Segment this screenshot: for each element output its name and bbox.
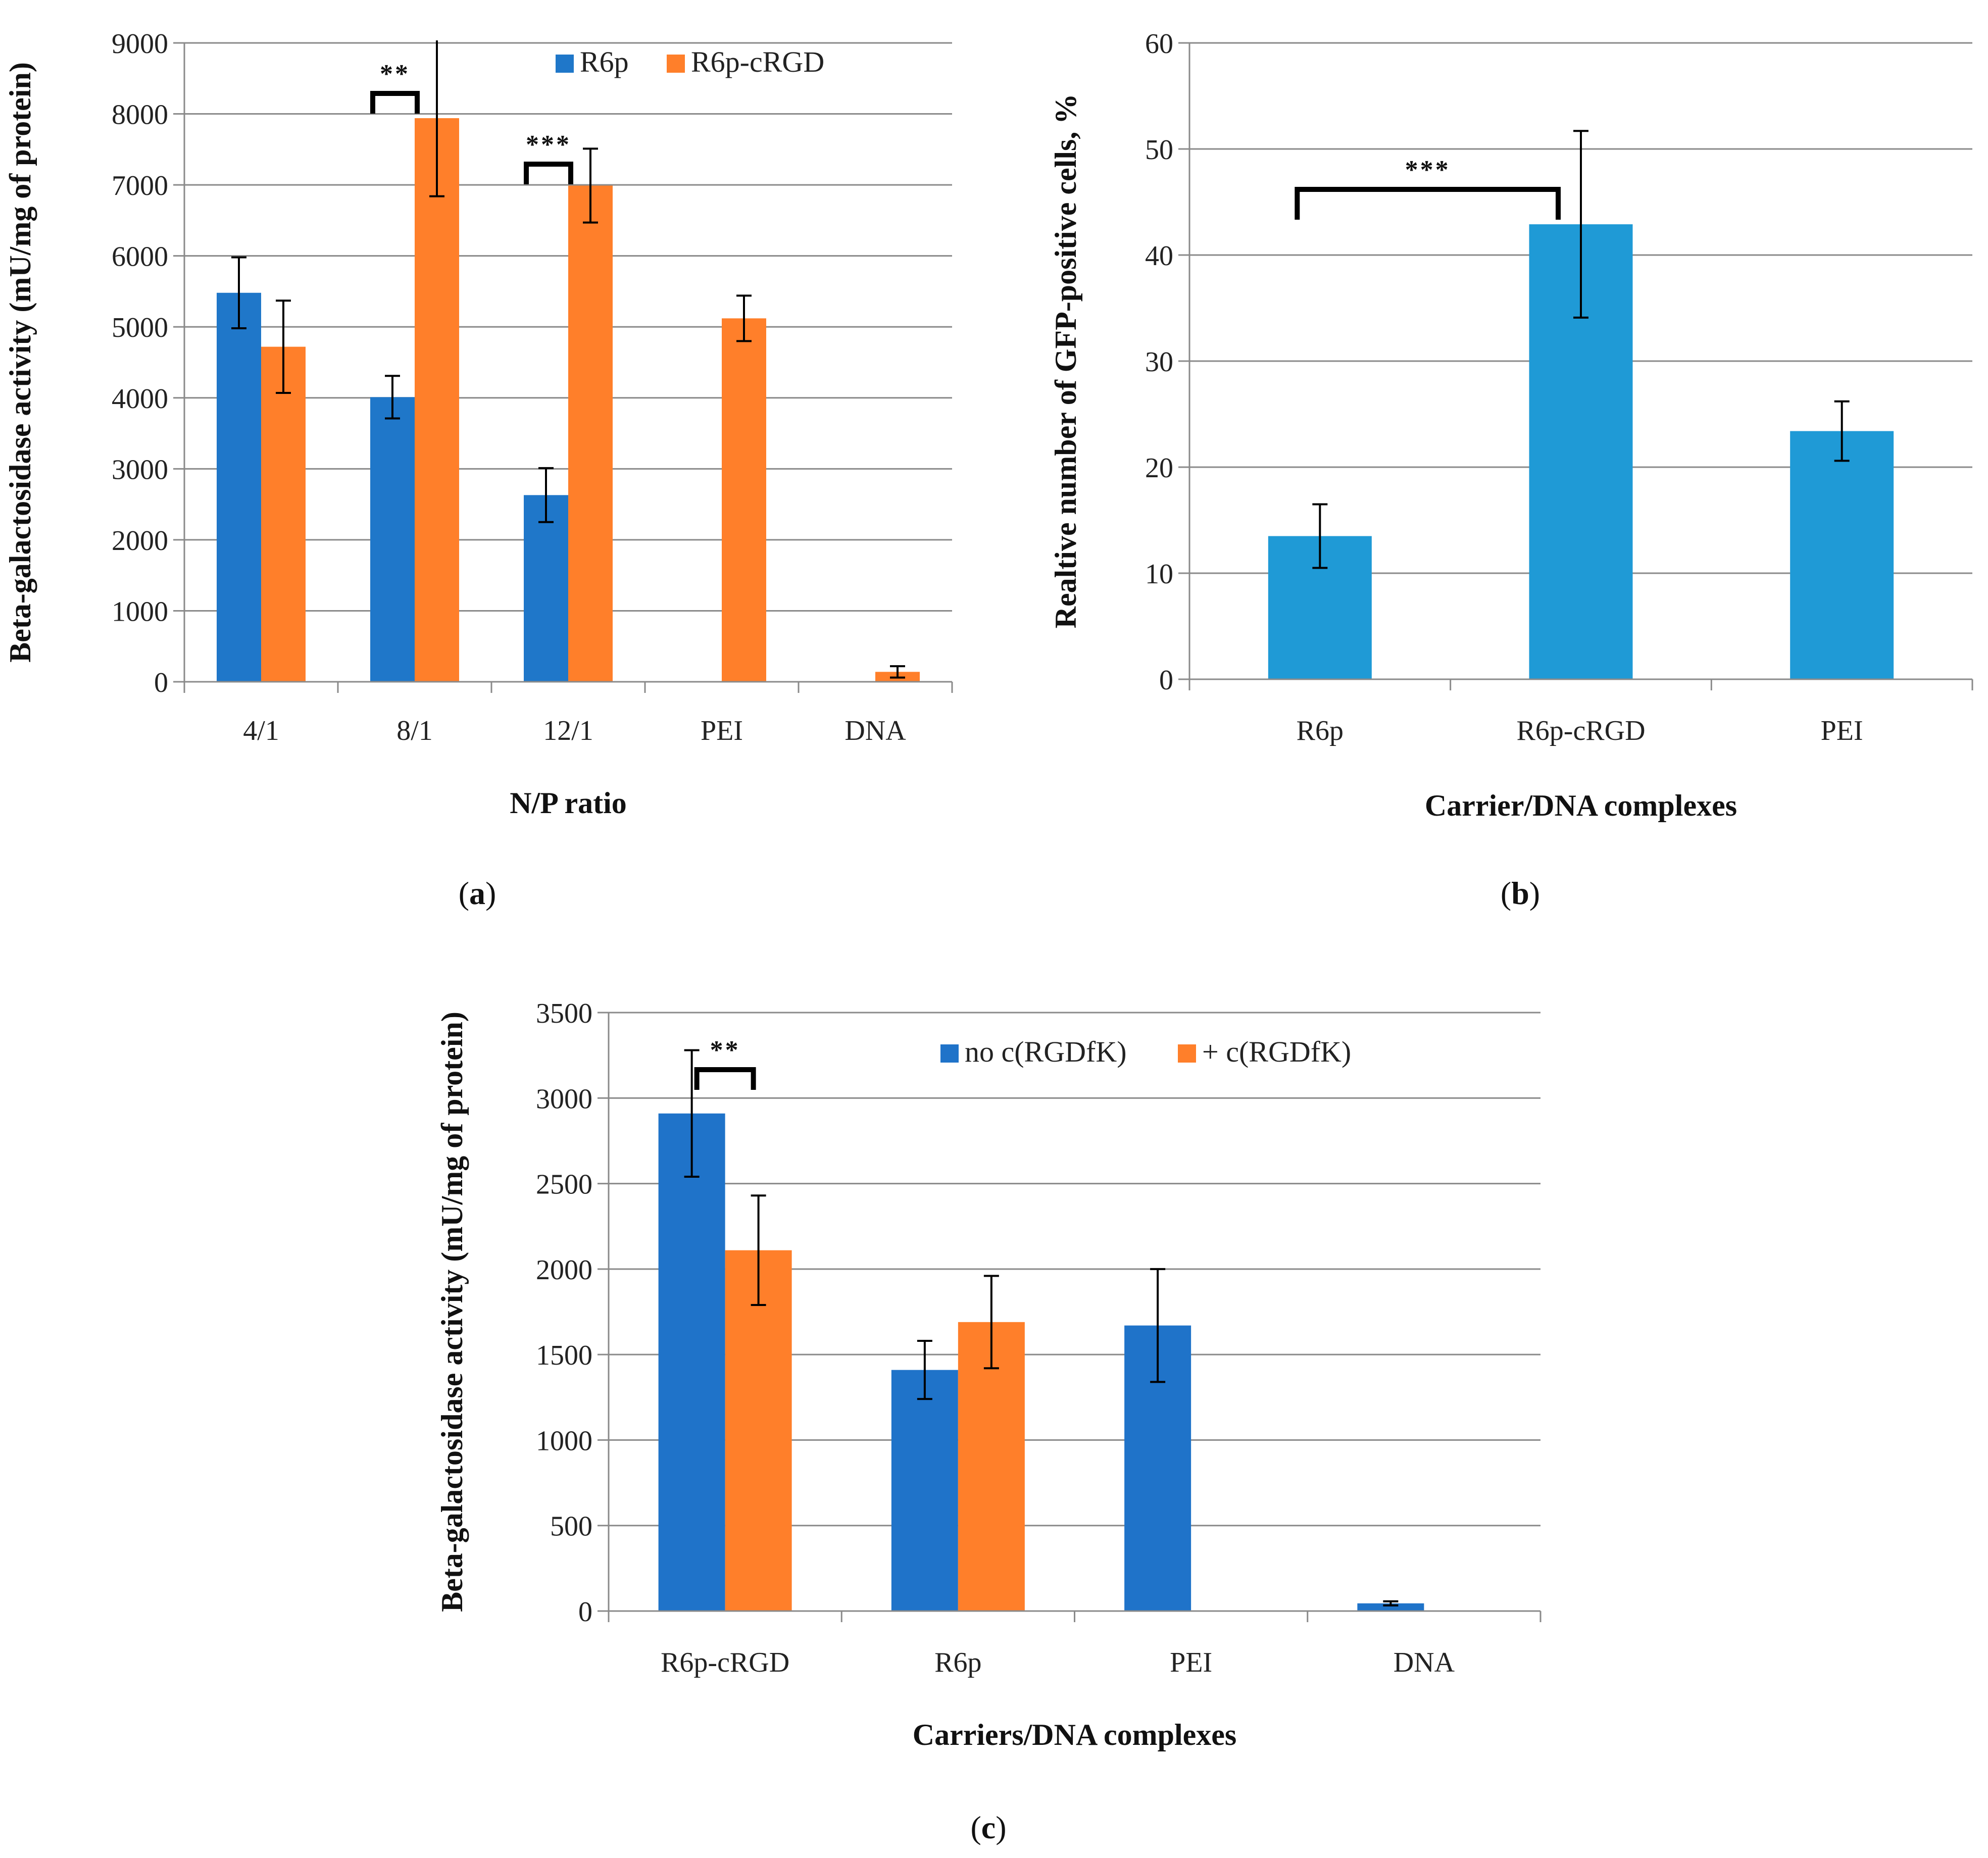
significance-label: ** xyxy=(380,60,410,88)
x-axis-title: Carriers/DNA complexes xyxy=(913,1718,1236,1751)
chart-a: 0 1000 2000 3000 4000 5000 6000 7000 8000 9000 4/1… xyxy=(4,28,953,820)
y-tick-label: 30 xyxy=(1145,346,1173,378)
y-tick-label: 40 xyxy=(1145,240,1173,272)
bar-R6p-cRGD xyxy=(261,346,306,682)
x-tick-label: 8/1 xyxy=(396,715,433,746)
bar-+ c(RGDfK) xyxy=(725,1250,792,1611)
y-tick-label: 1000 xyxy=(112,596,168,627)
y-axis-title: Beta-galactosidase activity (mU/mg of pr… xyxy=(435,1012,469,1612)
legend-swatch xyxy=(667,55,685,73)
y-tick-label: 6000 xyxy=(112,241,168,273)
y-tick-label: 3500 xyxy=(536,998,592,1029)
significance-bracket xyxy=(1295,187,1561,220)
x-tick-label: PEI xyxy=(701,715,743,746)
y-tick-label: 7000 xyxy=(112,170,168,202)
y-tick-label: 0 xyxy=(154,667,168,698)
y-tick-label: 20 xyxy=(1145,453,1173,484)
x-axis-title: N/P ratio xyxy=(510,786,627,820)
x-tick-label: R6p-cRGD xyxy=(1516,715,1645,746)
x-tick-label: R6p-cRGD xyxy=(661,1647,789,1678)
y-tick-label: 2000 xyxy=(536,1254,592,1286)
legend-label: no c(RGDfK) xyxy=(965,1035,1127,1068)
y-axis-title: Beta-galactosidase activity (mU/mg of pr… xyxy=(4,62,37,663)
legend-label: R6p xyxy=(580,45,629,78)
y-tick-label: 4000 xyxy=(112,383,168,415)
y-tick-label: 0 xyxy=(578,1596,592,1628)
bar-R6p-cRGD xyxy=(722,318,766,682)
x-tick-label: DNA xyxy=(1394,1647,1455,1678)
x-tick-label: R6p xyxy=(1297,715,1344,746)
bar-no c(RGDfK) xyxy=(1357,1603,1424,1611)
y-tick-label: 3000 xyxy=(112,454,168,485)
legend-swatch xyxy=(940,1044,959,1063)
y-tick-label: 500 xyxy=(550,1511,592,1542)
chart-c: 0 500 1000 1500 2000 2500 3000 3500 R6p-cRGD R6p P… xyxy=(435,998,1542,1751)
x-tick-label: PEI xyxy=(1170,1647,1212,1678)
significance-label: *** xyxy=(1405,156,1451,184)
significance-bracket xyxy=(370,91,420,114)
panel-label-c: (c) xyxy=(970,1810,1006,1845)
x-tick-label: PEI xyxy=(1821,715,1863,746)
y-tick-label: 1500 xyxy=(536,1340,592,1371)
y-tick-label: 2000 xyxy=(112,525,168,557)
y-tick-label: 5000 xyxy=(112,312,168,343)
significance-label: ** xyxy=(710,1036,740,1065)
chart-b: 0 10 20 30 40 50 60 R6p R6p-cRGD PEI Carrier/DNA c… xyxy=(1049,28,1973,822)
bar-R6p-cRGD xyxy=(568,185,613,682)
y-tick-label: 8000 xyxy=(112,99,168,131)
significance-label: *** xyxy=(526,130,571,159)
bar-no c(RGDfK) xyxy=(891,1370,958,1611)
y-tick-label: 0 xyxy=(1159,665,1173,696)
y-tick-label: 1000 xyxy=(536,1425,592,1457)
bar-R6p xyxy=(524,495,568,682)
legend-swatch xyxy=(556,55,574,73)
y-tick-label: 9000 xyxy=(112,28,168,60)
panel-label-a: (a) xyxy=(459,875,496,911)
x-tick-label: 4/1 xyxy=(243,715,279,746)
x-tick-label: DNA xyxy=(844,715,906,746)
legend-label: R6p-cRGD xyxy=(691,45,824,78)
x-tick-label: 12/1 xyxy=(543,715,593,746)
panel-label-b: (b) xyxy=(1501,875,1540,911)
y-tick-label: 60 xyxy=(1145,28,1173,60)
x-tick-label: R6p xyxy=(934,1647,981,1678)
significance-bracket xyxy=(694,1067,756,1090)
bar-GFP-positive cells xyxy=(1790,431,1894,679)
bar-+ c(RGDfK) xyxy=(958,1322,1025,1611)
bar-R6p xyxy=(370,397,415,682)
y-tick-label: 3000 xyxy=(536,1083,592,1115)
y-tick-label: 10 xyxy=(1145,559,1173,590)
y-tick-label: 50 xyxy=(1145,134,1173,166)
x-axis-title: Carrier/DNA complexes xyxy=(1425,789,1737,822)
y-axis-title: Realtive number of GFP-positive cells, % xyxy=(1049,94,1082,629)
bar-R6p xyxy=(217,292,261,682)
y-tick-label: 2500 xyxy=(536,1169,592,1200)
legend-label: + c(RGDfK) xyxy=(1202,1035,1351,1068)
legend-swatch xyxy=(1178,1044,1196,1063)
bar-R6p-cRGD xyxy=(415,118,459,682)
significance-bracket xyxy=(524,162,573,184)
bar-no c(RGDfK) xyxy=(658,1113,725,1611)
